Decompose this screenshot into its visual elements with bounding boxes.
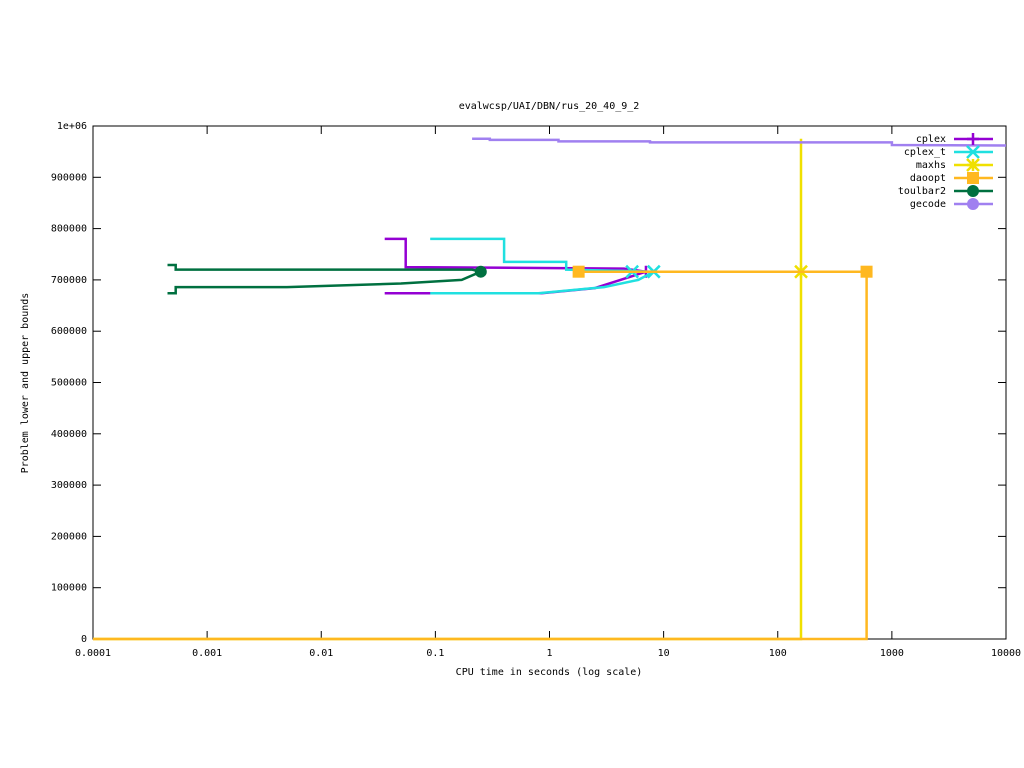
lower-bound-line bbox=[167, 270, 482, 295]
legend-label: cplex bbox=[916, 134, 946, 145]
x-tick-label: 100 bbox=[769, 648, 787, 659]
legend-marker bbox=[967, 198, 979, 210]
legend-marker bbox=[967, 172, 979, 184]
chart-title: evalwcsp/UAI/DBN/rus_20_40_9_2 bbox=[459, 101, 640, 112]
legend-marker bbox=[966, 158, 980, 172]
point-marker bbox=[860, 265, 873, 278]
legend-label: gecode bbox=[910, 199, 946, 210]
x-tick-label: 0.1 bbox=[426, 648, 444, 659]
x-axis-label: CPU time in seconds (log scale) bbox=[456, 667, 643, 678]
legend-label: cplex_t bbox=[904, 147, 946, 158]
x-tick-label: 0.0001 bbox=[75, 648, 111, 659]
y-tick-label: 500000 bbox=[51, 378, 87, 389]
legend-label: maxhs bbox=[916, 160, 946, 171]
y-tick-label: 400000 bbox=[51, 429, 87, 440]
y-tick-label: 1e+06 bbox=[57, 121, 87, 132]
legend-marker bbox=[967, 133, 979, 145]
lower-bound-line bbox=[93, 271, 868, 641]
lower-bound-line bbox=[430, 270, 655, 295]
y-tick-label: 200000 bbox=[51, 531, 87, 542]
y-axis-label: Problem lower and upper bounds bbox=[20, 293, 31, 474]
x-tick-label: 0.001 bbox=[192, 648, 222, 659]
y-tick-label: 600000 bbox=[51, 326, 87, 337]
y-tick-label: 100000 bbox=[51, 583, 87, 594]
point-marker bbox=[474, 265, 487, 278]
x-tick-label: 10000 bbox=[991, 648, 1021, 659]
legend-marker bbox=[967, 185, 979, 197]
x-tick-label: 1000 bbox=[880, 648, 904, 659]
x-tick-label: 1 bbox=[546, 648, 552, 659]
legend-label: toulbar2 bbox=[898, 186, 946, 197]
y-tick-label: 800000 bbox=[51, 224, 87, 235]
x-tick-label: 0.01 bbox=[309, 648, 333, 659]
y-tick-label: 300000 bbox=[51, 480, 87, 491]
legend-label: daoopt bbox=[910, 173, 946, 184]
point-marker bbox=[572, 265, 585, 278]
upper-bound-line bbox=[472, 137, 1007, 147]
y-tick-label: 0 bbox=[81, 634, 87, 645]
y-tick-label: 900000 bbox=[51, 172, 87, 183]
x-tick-label: 10 bbox=[658, 648, 670, 659]
legend-marker bbox=[966, 145, 980, 159]
y-tick-label: 700000 bbox=[51, 275, 87, 286]
